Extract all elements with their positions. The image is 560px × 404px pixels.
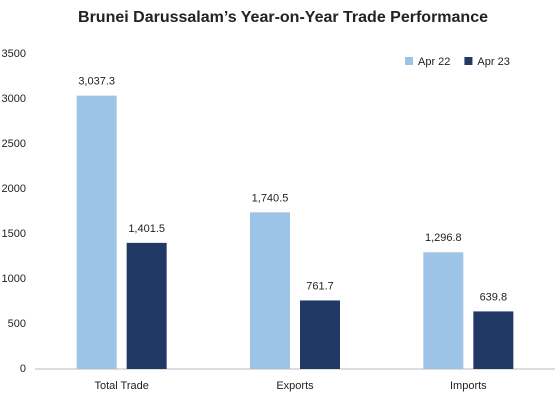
legend-swatch	[405, 57, 413, 65]
bar	[300, 300, 340, 369]
value-label: 1,401.5	[128, 223, 165, 235]
bar	[250, 212, 290, 369]
value-label: 1,296.8	[425, 232, 462, 244]
y-tick-label: 0	[20, 363, 26, 375]
y-tick-label: 1000	[2, 273, 26, 285]
legend-label: Apr 22	[418, 56, 450, 68]
bar	[473, 311, 514, 369]
value-label: 3,037.3	[78, 76, 115, 88]
value-label: 761.7	[306, 280, 334, 292]
legend-label: Apr 23	[477, 56, 509, 68]
bar	[423, 252, 464, 369]
y-tick-label: 3000	[2, 93, 26, 105]
value-label: 639.8	[480, 291, 508, 303]
x-tick-label: Total Trade	[94, 380, 148, 392]
y-tick-label: 2500	[2, 138, 26, 150]
bar	[76, 95, 117, 369]
y-tick-label: 500	[8, 318, 26, 330]
x-tick-label: Exports	[276, 380, 314, 392]
chart-title: Brunei Darussalam’s Year-on-Year Trade P…	[78, 9, 488, 26]
bar	[126, 242, 167, 369]
y-tick-label: 1500	[2, 228, 26, 240]
legend-swatch	[464, 57, 473, 65]
value-label: 1,740.5	[252, 192, 289, 204]
y-tick-label: 2000	[2, 183, 26, 195]
x-tick-label: Imports	[450, 380, 487, 392]
y-tick-label: 3500	[2, 48, 26, 60]
